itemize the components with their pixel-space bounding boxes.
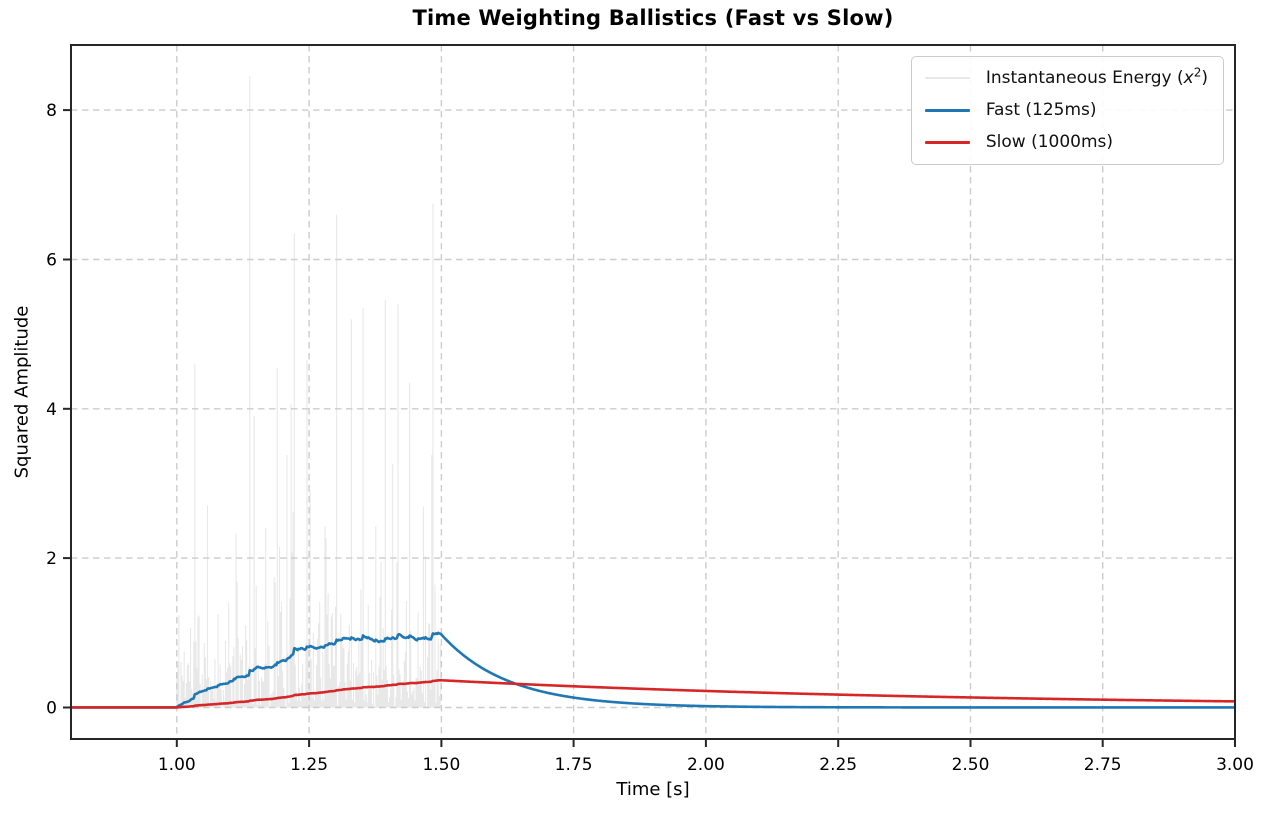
legend-label: Instantaneous Energy (x2) bbox=[985, 65, 1208, 88]
chart-title: Time Weighting Ballistics (Fast vs Slow) bbox=[412, 6, 894, 30]
y-tick-label: 0 bbox=[46, 699, 57, 719]
noise-energy-spikes bbox=[176, 76, 441, 708]
fast-125ms-line bbox=[71, 631, 1235, 709]
legend-item-instantaneous-energy: Instantaneous Energy (x2) bbox=[924, 65, 1208, 88]
legend-item-slow: Slow (1000ms) bbox=[924, 132, 1208, 152]
x-axis-label: Time [s] bbox=[616, 779, 690, 800]
x-tick-label: 2.25 bbox=[819, 755, 857, 775]
x-tick-label: 2.75 bbox=[1084, 755, 1122, 775]
axes-spines bbox=[70, 44, 1236, 740]
legend-line-sample bbox=[924, 140, 970, 144]
x-tick-label: 1.75 bbox=[555, 755, 593, 775]
x-tick-label: 2.00 bbox=[687, 755, 725, 775]
x-tick-label: 1.00 bbox=[158, 755, 196, 775]
x-tick-label: 3.00 bbox=[1216, 755, 1254, 775]
y-tick-label: 4 bbox=[46, 400, 57, 420]
y-tick-label: 2 bbox=[46, 549, 57, 569]
x-tick-label: 1.50 bbox=[422, 755, 460, 775]
y-axis-label: Squared Amplitude bbox=[11, 305, 33, 479]
legend-item-fast: Fast (125ms) bbox=[924, 100, 1208, 120]
legend-line-sample bbox=[924, 108, 970, 112]
y-tick-label: 6 bbox=[46, 251, 57, 271]
legend-label: Fast (125ms) bbox=[985, 100, 1097, 120]
slow-1000ms-line bbox=[71, 678, 1235, 709]
x-tick-label: 1.25 bbox=[290, 755, 328, 775]
x-tick-label: 2.50 bbox=[952, 755, 990, 775]
legend-line-sample bbox=[924, 77, 970, 79]
axis-ticks: 1.00 1.25 1.50 1.75 2.00 2.25 2.50 2.75 3.00 0 2 4 6… bbox=[46, 101, 1254, 775]
legend-label: Slow (1000ms) bbox=[985, 132, 1114, 152]
y-tick-label: 8 bbox=[46, 101, 57, 121]
legend: Instantaneous Energy (x2) Fast (125ms) Slo… bbox=[910, 56, 1224, 165]
